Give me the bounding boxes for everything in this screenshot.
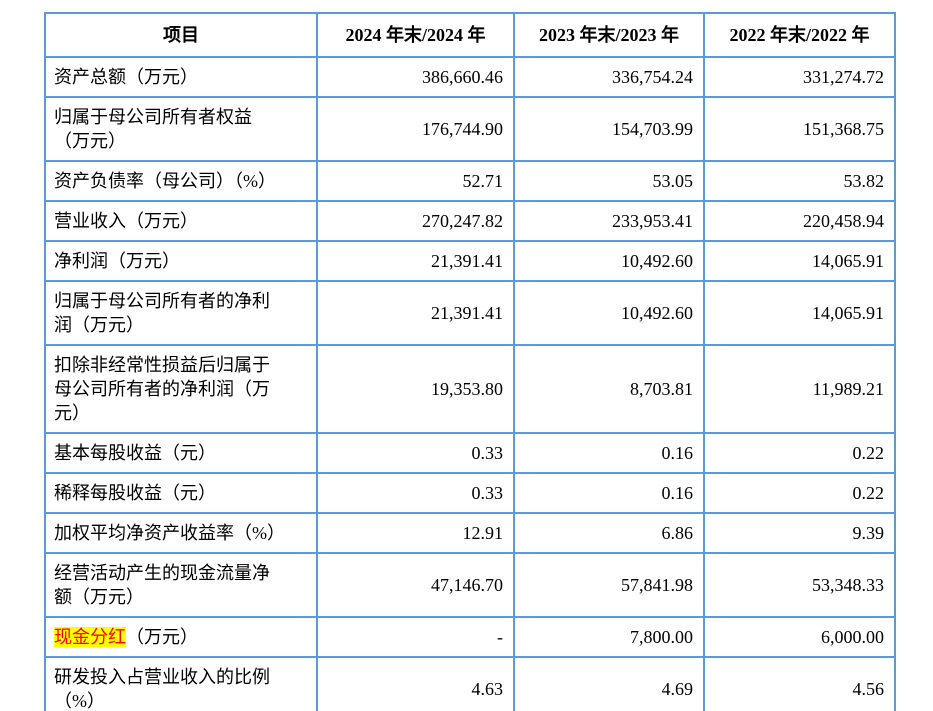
row-value: 21,391.41 (316, 280, 515, 346)
row-value: 12.91 (316, 512, 515, 554)
table-row: 营业收入（万元） 270,247.82 233,953.41 220,458.94 (44, 200, 896, 242)
label-text: 基本每股收益（元） (54, 443, 216, 463)
row-value: 0.33 (316, 432, 515, 474)
column-header-year: 2022 年末/2022 年 (703, 12, 896, 58)
table-row: 研发投入占营业收入的比例 （%） 4.63 4.69 4.56 (44, 656, 896, 711)
row-value: 0.16 (513, 472, 705, 514)
row-label: 扣除非经常性损益后归属于 母公司所有者的净利润（万 元） (44, 344, 318, 434)
row-label: 现金分红（万元） (44, 616, 318, 658)
table-row: 资产总额（万元） 386,660.46 336,754.24 331,274.72 (44, 56, 896, 98)
table-row: 现金分红（万元） -7,800.00 6,000.00 (44, 616, 896, 658)
table-row: 净利润（万元） 21,391.41 10,492.60 14,065.91 (44, 240, 896, 282)
highlighted-label-text: 现金分红 (54, 627, 126, 647)
row-value: 10,492.60 (513, 240, 705, 282)
table-header: 项目 2024 年末/2024 年 2023 年末/2023 年 2022 年末/20… (44, 12, 896, 58)
label-text: 营业收入（万元） (54, 211, 198, 231)
row-value: 0.22 (703, 472, 896, 514)
row-value: 11,989.21 (703, 344, 896, 434)
row-value: 7,800.00 (513, 616, 705, 658)
row-value: 0.16 (513, 432, 705, 474)
row-value: 9.39 (703, 512, 896, 554)
row-value: 331,274.72 (703, 56, 896, 98)
table-body: 资产总额（万元） 386,660.46 336,754.24 331,274.72 归属… (44, 56, 896, 711)
label-text: 资产总额（万元） (54, 67, 198, 87)
label-text: 加权平均净资产收益率（%） (54, 523, 285, 543)
label-text: 研发投入占营业收入的比例 （%） (54, 667, 270, 711)
row-value: 154,703.99 (513, 96, 705, 162)
column-header-year: 2024 年末/2024 年 (316, 12, 515, 58)
label-text: 资产负债率（母公司）（%） (54, 171, 276, 191)
label-text: （万元） (126, 627, 198, 647)
row-value: 19,353.80 (316, 344, 515, 434)
row-value: 21,391.41 (316, 240, 515, 282)
row-value: 53,348.33 (703, 552, 896, 618)
table-row: 基本每股收益（元） 0.33 0.16 0.22 (44, 432, 896, 474)
label-text: 稀释每股收益（元） (54, 483, 216, 503)
table-row: 归属于母公司所有者权益 （万元） 176,744.90 154,703.99 151,… (44, 96, 896, 162)
row-value: 53.82 (703, 160, 896, 202)
row-value: 4.69 (513, 656, 705, 711)
table-row: 稀释每股收益（元） 0.33 0.16 0.22 (44, 472, 896, 514)
row-label: 稀释每股收益（元） (44, 472, 318, 514)
row-label: 营业收入（万元） (44, 200, 318, 242)
row-value: 233,953.41 (513, 200, 705, 242)
table-row: 归属于母公司所有者的净利 润（万元） 21,391.41 10,492.60 14,0… (44, 280, 896, 346)
column-header-item: 项目 (44, 12, 318, 58)
row-value: 151,368.75 (703, 96, 896, 162)
label-text: 归属于母公司所有者权益 （万元） (54, 107, 252, 151)
header-row: 项目 2024 年末/2024 年 2023 年末/2023 年 2022 年末/20… (44, 12, 896, 58)
row-label: 加权平均净资产收益率（%） (44, 512, 318, 554)
row-value: 0.33 (316, 472, 515, 514)
row-value: 8,703.81 (513, 344, 705, 434)
row-value: 47,146.70 (316, 552, 515, 618)
row-value: 270,247.82 (316, 200, 515, 242)
column-header-year: 2023 年末/2023 年 (513, 12, 705, 58)
row-value: 4.63 (316, 656, 515, 711)
row-value: 14,065.91 (703, 240, 896, 282)
row-value: 10,492.60 (513, 280, 705, 346)
row-label: 归属于母公司所有者的净利 润（万元） (44, 280, 318, 346)
row-label: 净利润（万元） (44, 240, 318, 282)
row-value: 14,065.91 (703, 280, 896, 346)
row-value: 0.22 (703, 432, 896, 474)
row-value: 6,000.00 (703, 616, 896, 658)
label-text: 经营活动产生的现金流量净 额（万元） (54, 563, 270, 607)
row-label: 研发投入占营业收入的比例 （%） (44, 656, 318, 711)
row-value: 386,660.46 (316, 56, 515, 98)
row-value: 220,458.94 (703, 200, 896, 242)
table-row: 加权平均净资产收益率（%） 12.91 6.86 9.39 (44, 512, 896, 554)
row-value: 336,754.24 (513, 56, 705, 98)
row-value: 57,841.98 (513, 552, 705, 618)
row-value: 6.86 (513, 512, 705, 554)
label-text: 扣除非经常性损益后归属于 母公司所有者的净利润（万 元） (54, 355, 270, 423)
row-label: 资产负债率（母公司）（%） (44, 160, 318, 202)
table-row: 资产负债率（母公司）（%） 52.71 53.05 53.82 (44, 160, 896, 202)
row-value: 53.05 (513, 160, 705, 202)
row-label: 归属于母公司所有者权益 （万元） (44, 96, 318, 162)
row-label: 基本每股收益（元） (44, 432, 318, 474)
row-value: - (316, 616, 515, 658)
row-label: 资产总额（万元） (44, 56, 318, 98)
row-value: 176,744.90 (316, 96, 515, 162)
financial-summary-table-container: 项目 2024 年末/2024 年 2023 年末/2023 年 2022 年末/20… (44, 12, 896, 711)
table-row: 扣除非经常性损益后归属于 母公司所有者的净利润（万 元） 19,353.80 8,7… (44, 344, 896, 434)
row-value: 4.56 (703, 656, 896, 711)
label-text: 净利润（万元） (54, 251, 180, 271)
label-text: 归属于母公司所有者的净利 润（万元） (54, 291, 270, 335)
row-label: 经营活动产生的现金流量净 额（万元） (44, 552, 318, 618)
table-row: 经营活动产生的现金流量净 额（万元） 47,146.70 57,841.98 53,3… (44, 552, 896, 618)
financial-summary-table: 项目 2024 年末/2024 年 2023 年末/2023 年 2022 年末/20… (44, 12, 896, 711)
row-value: 52.71 (316, 160, 515, 202)
